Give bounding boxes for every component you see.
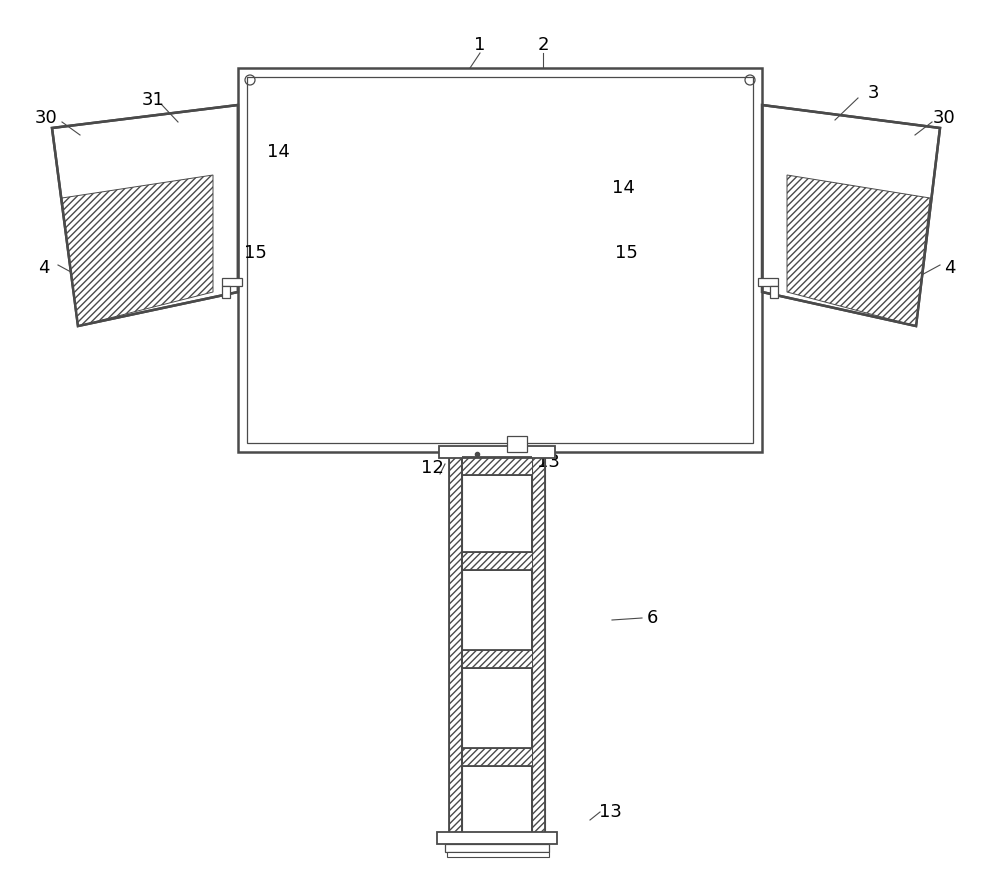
Bar xyxy=(770,286,778,298)
Text: 13: 13 xyxy=(537,453,559,471)
Text: 15: 15 xyxy=(244,244,266,262)
Bar xyxy=(447,852,549,857)
Text: 12: 12 xyxy=(421,459,443,477)
Text: 15: 15 xyxy=(615,244,637,262)
Bar xyxy=(437,832,557,844)
Text: 2: 2 xyxy=(537,36,549,54)
Bar xyxy=(462,457,532,475)
Polygon shape xyxy=(52,105,238,326)
Text: 1: 1 xyxy=(474,36,486,54)
Text: 4: 4 xyxy=(38,259,50,277)
Bar xyxy=(449,452,462,840)
Bar xyxy=(758,278,778,286)
Text: 5: 5 xyxy=(476,458,488,476)
Bar xyxy=(445,844,549,852)
Text: 31: 31 xyxy=(142,91,164,109)
Bar xyxy=(238,68,762,452)
Text: 14: 14 xyxy=(612,179,634,197)
Text: 13: 13 xyxy=(599,803,621,821)
Text: 14: 14 xyxy=(267,143,289,161)
Bar xyxy=(462,650,532,668)
Bar xyxy=(462,748,532,766)
Polygon shape xyxy=(762,105,940,326)
Text: 4: 4 xyxy=(944,259,956,277)
Text: 30: 30 xyxy=(35,109,57,127)
Bar xyxy=(222,286,230,298)
Bar xyxy=(222,278,242,286)
Bar xyxy=(449,452,462,840)
Text: 3: 3 xyxy=(867,84,879,102)
Text: 6: 6 xyxy=(646,609,658,627)
Text: 30: 30 xyxy=(933,109,955,127)
Bar xyxy=(247,77,753,443)
Bar xyxy=(462,552,532,570)
Bar xyxy=(507,436,527,452)
Polygon shape xyxy=(62,175,213,326)
Bar xyxy=(532,452,545,840)
Bar xyxy=(532,452,545,840)
Bar xyxy=(439,446,555,458)
Polygon shape xyxy=(787,175,930,326)
Text: 12: 12 xyxy=(486,844,508,862)
